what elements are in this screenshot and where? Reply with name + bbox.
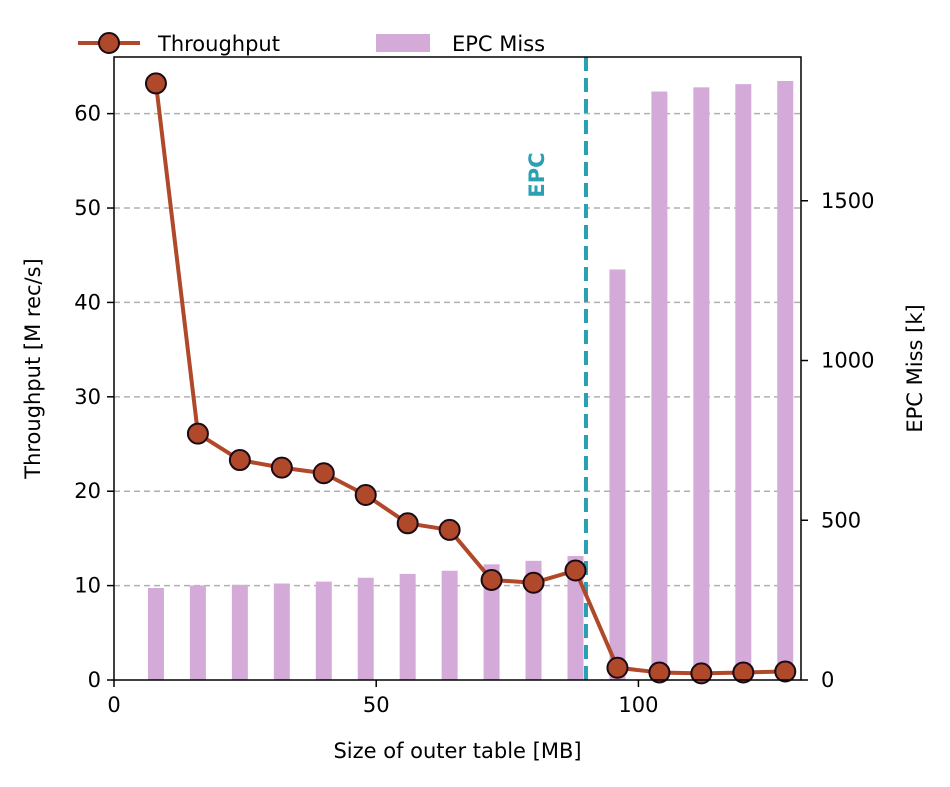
bar-epc-miss <box>357 577 374 680</box>
y-left-axis-title: Throughput [M rec/s] <box>21 258 45 480</box>
y-left-tick-label: 30 <box>74 385 101 409</box>
legend-epc-label: EPC Miss <box>452 32 545 56</box>
y-left-tick-label: 10 <box>74 574 101 598</box>
plot-frame <box>113 56 802 681</box>
bar-epc-miss <box>483 564 500 680</box>
bar-epc-miss <box>777 80 794 680</box>
line-throughput <box>144 72 797 685</box>
y-left-tick-label: 60 <box>74 102 101 126</box>
y-left-tick-label: 20 <box>74 479 101 503</box>
bar-epc-miss <box>693 87 710 681</box>
throughput-line <box>153 83 786 676</box>
epc-label: EPC <box>525 152 549 197</box>
y-right-tick-label: 1000 <box>821 349 874 373</box>
throughput-point <box>354 483 377 506</box>
legend-throughput-label: Throughput <box>157 32 280 56</box>
bar-epc-miss <box>189 585 206 680</box>
y-left-tick-label: 40 <box>74 290 101 314</box>
x-tick-label: 100 <box>618 693 658 717</box>
y-right-tick-label: 1500 <box>821 189 874 213</box>
bar-epc-miss <box>147 587 164 680</box>
legend: Throughput EPC Miss <box>78 32 545 56</box>
y-left-tick-label: 50 <box>74 196 101 220</box>
y-right-tick-label: 0 <box>821 668 834 692</box>
legend-throughput-marker <box>98 32 120 54</box>
throughput-point <box>228 449 251 472</box>
bar-epc-miss <box>315 581 332 680</box>
grid <box>114 112 801 587</box>
bar-epc-miss <box>651 91 668 680</box>
throughput-point <box>270 456 293 479</box>
throughput-point <box>144 72 167 95</box>
throughput-point <box>648 661 671 684</box>
bar-epc-miss <box>399 573 416 680</box>
legend-epc-swatch <box>376 34 430 52</box>
throughput-point <box>522 571 545 594</box>
bar-epc-miss <box>735 84 752 680</box>
bar-epc-miss <box>567 556 584 680</box>
y-right-tick-label: 500 <box>821 508 861 532</box>
bars-epc-miss <box>147 80 794 681</box>
bar-epc-miss <box>273 583 290 680</box>
throughput-point <box>774 660 797 683</box>
x-tick-label: 50 <box>363 693 390 717</box>
throughput-point <box>564 559 587 582</box>
bar-epc-miss <box>441 570 458 680</box>
throughput-point <box>690 662 713 685</box>
x-tick-label: 0 <box>107 693 120 717</box>
x-axis-title: Size of outer table [MB] <box>333 739 581 763</box>
throughput-point <box>438 518 461 541</box>
throughput-point <box>480 568 503 591</box>
y-right-axis-title: EPC Miss [k] <box>903 304 927 432</box>
throughput-point <box>732 661 755 684</box>
bar-epc-miss <box>609 269 626 680</box>
y-left-tick-label: 0 <box>88 668 101 692</box>
throughput-point <box>312 462 335 485</box>
bar-epc-miss <box>231 584 248 680</box>
throughput-point <box>606 656 629 679</box>
epc-marker: EPC <box>525 57 588 680</box>
throughput-point <box>186 422 209 445</box>
throughput-point <box>396 512 419 535</box>
